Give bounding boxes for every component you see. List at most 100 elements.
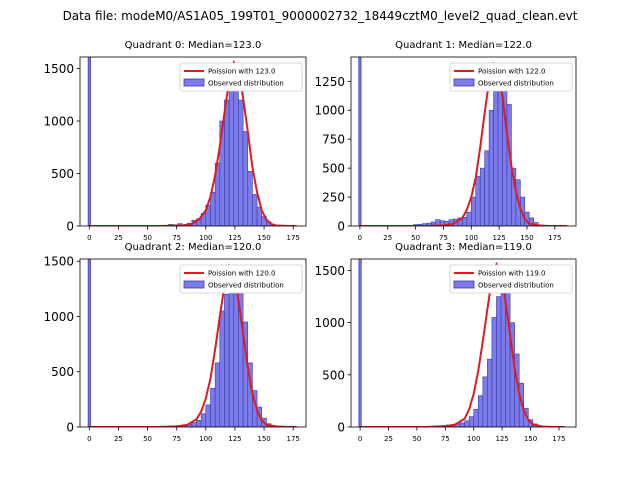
legend-label-curve: Poission with 123.0 xyxy=(208,68,276,76)
x-tick-label: 75 xyxy=(172,234,181,242)
chart-quadrant-0: 0 25 50 75 100 125 150 175 0 500 1000 1500 Quadrant … xyxy=(43,40,307,242)
y-tick-label: 1250 xyxy=(314,75,345,89)
x-tick-label: 125 xyxy=(228,234,241,242)
x-tick-label: 50 xyxy=(143,435,152,443)
poisson-curve xyxy=(360,261,565,427)
histogram-bar xyxy=(475,175,481,226)
axes-frame xyxy=(79,258,307,428)
histogram-bar xyxy=(224,99,230,226)
axes-frame xyxy=(350,56,577,227)
histogram-bar xyxy=(484,150,490,226)
legend-label-curve: Poission with 122.0 xyxy=(478,68,546,76)
x-tick-label: 25 xyxy=(384,435,393,443)
histogram-bar xyxy=(219,310,225,427)
y-tick-label: 1500 xyxy=(43,255,74,269)
legend-label-bars: Observed distribution xyxy=(208,80,284,88)
x-tick-label: 175 xyxy=(552,435,565,443)
x-tick-label: 75 xyxy=(439,234,448,242)
histogram-bar xyxy=(252,194,258,226)
x-tick-label: 0 xyxy=(358,234,362,242)
legend-box xyxy=(449,62,573,92)
histogram-bar xyxy=(459,422,465,427)
legend-box xyxy=(179,62,303,92)
x-tick-label: 175 xyxy=(286,435,299,443)
legend-label-curve: Poission with 120.0 xyxy=(208,270,276,278)
y-tick-label: 1000 xyxy=(43,115,74,129)
x-tick-label: 150 xyxy=(524,435,537,443)
legend-box xyxy=(449,264,573,294)
x-tick-label: 125 xyxy=(228,435,241,443)
x-tick-label: 125 xyxy=(492,234,505,242)
y-tick-label: 250 xyxy=(322,191,345,205)
histogram-bar xyxy=(242,131,249,226)
histogram-bar xyxy=(247,171,253,226)
histogram-bar xyxy=(238,99,244,226)
zero-bin-bar xyxy=(87,259,91,427)
y-tick-label: 500 xyxy=(51,365,74,379)
histogram-bar xyxy=(210,388,216,427)
histogram-bar xyxy=(491,317,497,427)
x-tick-label: 175 xyxy=(548,234,561,242)
histogram-bar xyxy=(473,408,479,427)
poisson-curve xyxy=(89,59,297,226)
histogram-bar xyxy=(464,420,470,427)
zero-bin-bar xyxy=(358,259,362,427)
axes-frame xyxy=(350,258,577,428)
histogram-bar xyxy=(488,109,494,226)
histogram-bar xyxy=(496,296,502,427)
y-tick-label: 0 xyxy=(337,220,345,234)
x-tick-label: 100 xyxy=(199,435,212,443)
y-tick-label: 500 xyxy=(322,162,345,176)
legend-label-bars: Observed distribution xyxy=(478,282,554,290)
x-tick-label: 50 xyxy=(411,234,420,242)
x-tick-label: 150 xyxy=(257,435,270,443)
histogram-bar xyxy=(479,167,485,226)
legend-box xyxy=(179,264,303,294)
y-tick-label: 1000 xyxy=(314,104,345,118)
plot-area xyxy=(358,259,565,427)
legend-label-bars: Observed distribution xyxy=(478,80,554,88)
legend-bar-swatch xyxy=(453,78,475,87)
y-tick-label: 0 xyxy=(66,421,74,435)
y-tick-label: 1500 xyxy=(314,264,345,278)
x-tick-label: 0 xyxy=(87,435,91,443)
x-tick-label: 25 xyxy=(114,234,123,242)
histogram-bar xyxy=(493,81,499,226)
zero-bin-bar xyxy=(358,57,362,226)
x-tick-label: 0 xyxy=(358,435,362,443)
x-tick-label: 75 xyxy=(172,435,181,443)
histogram-bar xyxy=(466,211,472,226)
y-tick-label: 1000 xyxy=(43,310,74,324)
legend-bar-swatch xyxy=(183,78,205,87)
histogram-bar xyxy=(200,413,207,427)
figure-title: Data file: modeM0/AS1A05_199T01_90000027… xyxy=(63,9,578,23)
x-tick-label: 125 xyxy=(495,435,508,443)
histogram-bar xyxy=(468,416,475,427)
y-tick-label: 500 xyxy=(51,167,74,181)
x-tick-label: 100 xyxy=(199,234,212,242)
y-tick-label: 0 xyxy=(337,421,345,435)
x-tick-label: 25 xyxy=(383,234,392,242)
histogram-bar xyxy=(470,196,477,226)
chart-title: Quadrant 0: Median=123.0 xyxy=(125,40,262,51)
histogram-bar xyxy=(214,362,221,427)
x-tick-label: 100 xyxy=(465,234,478,242)
histogram-bar xyxy=(477,395,484,427)
y-tick-label: 0 xyxy=(66,220,74,234)
chart-quadrant-3: 0 25 50 75 100 125 150 175 0 500 1000 1500 Quadrant … xyxy=(314,242,577,443)
histogram-bar xyxy=(528,217,534,226)
x-tick-label: 100 xyxy=(467,435,480,443)
x-tick-label: 175 xyxy=(286,234,299,242)
histogram-bar xyxy=(224,294,230,427)
x-tick-label: 75 xyxy=(441,435,450,443)
y-tick-label: 1500 xyxy=(43,62,74,76)
chart-title: Quadrant 2: Median=120.0 xyxy=(125,242,262,253)
legend-bar-swatch xyxy=(453,280,475,289)
histogram-bar xyxy=(228,73,235,226)
chart-title: Quadrant 1: Median=122.0 xyxy=(395,40,532,51)
x-tick-label: 50 xyxy=(412,435,421,443)
plot-area xyxy=(87,57,297,226)
zero-bin-bar xyxy=(87,57,91,226)
y-tick-label: 750 xyxy=(322,133,345,147)
